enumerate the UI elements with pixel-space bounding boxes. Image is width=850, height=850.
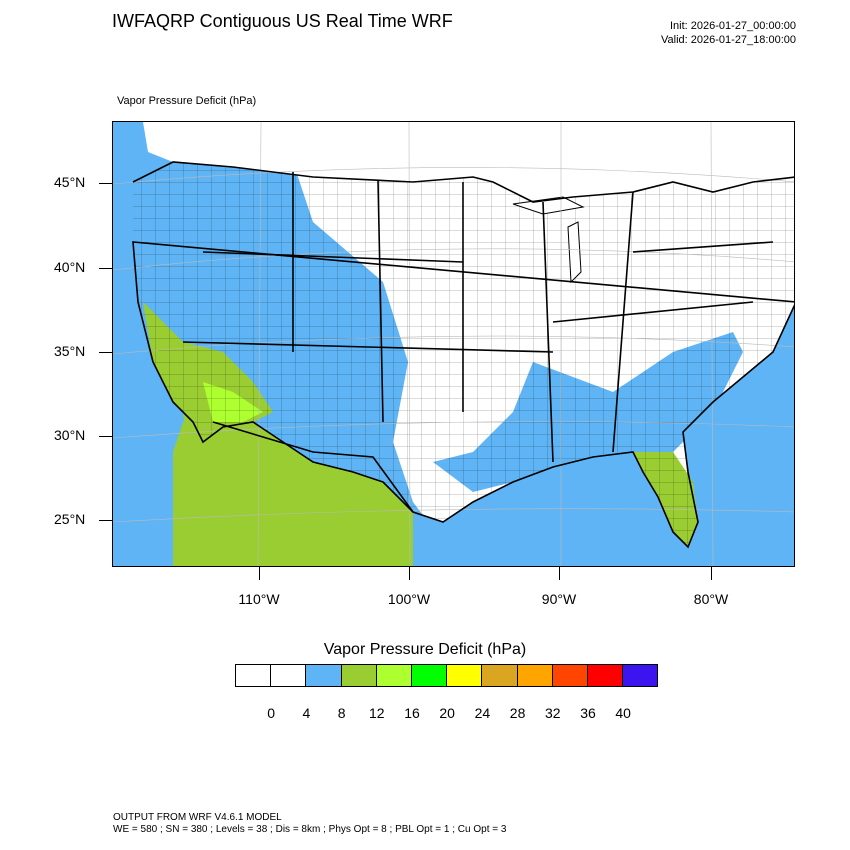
legend-tick-label: 0	[267, 705, 276, 721]
lat-label-45: 45°N	[54, 174, 86, 190]
state-border-5	[612, 191, 634, 453]
legend-swatch	[235, 664, 272, 687]
state-border-8	[552, 301, 754, 323]
state-border-9	[632, 241, 774, 253]
lon-tick	[559, 567, 560, 580]
legend-swatch	[375, 664, 412, 687]
map-panel	[112, 121, 795, 567]
lon-label-100: 100°W	[387, 591, 431, 607]
legend-swatch	[270, 664, 307, 687]
legend-swatch	[516, 664, 553, 687]
legend-swatch	[481, 664, 518, 687]
legend-tick-label: 8	[337, 705, 346, 721]
state-border-4	[542, 201, 554, 463]
legend-tick-label: 40	[615, 705, 631, 721]
lat-tick	[99, 352, 112, 353]
lake-michigan	[567, 221, 582, 284]
state-border-7	[182, 341, 554, 353]
us-coastline	[132, 161, 794, 549]
init-time: Init: 2026-01-27_00:00:00	[670, 20, 796, 32]
lat-label-40: 40°N	[54, 259, 86, 275]
graticule	[113, 122, 794, 566]
legend-tick-label: 24	[474, 705, 491, 721]
lon-label-90: 90°W	[541, 591, 577, 607]
lon-label-80: 80°W	[693, 591, 729, 607]
color-bar	[235, 664, 659, 687]
legend-swatch	[446, 664, 483, 687]
canada-land	[143, 122, 794, 202]
lat-tick	[99, 520, 112, 521]
lat-label-35: 35°N	[54, 343, 86, 359]
lat-tick	[99, 183, 112, 184]
legend-swatch	[586, 664, 624, 687]
field-label: Vapor Pressure Deficit (hPa)	[117, 95, 257, 107]
legend-swatch	[305, 664, 342, 687]
lat-tick	[99, 436, 112, 437]
lat-label-25: 25°N	[54, 511, 86, 527]
florida-grid	[633, 452, 698, 547]
lat-tick	[99, 268, 112, 269]
lon-label-110: 110°W	[238, 591, 280, 607]
map-svg	[113, 122, 794, 566]
chart-title: IWFAQRP Contiguous US Real Time WRF	[112, 11, 453, 31]
legend-tick-label: 12	[369, 705, 385, 721]
footer-model: OUTPUT FROM WRF V4.6.1 MODEL	[113, 812, 282, 823]
legend-swatch	[410, 664, 448, 687]
legend-tick-label: 36	[580, 705, 596, 721]
legend-swatch	[340, 664, 377, 687]
lat-label-30: 30°N	[54, 427, 86, 443]
legend-swatch	[622, 664, 659, 687]
lake-superior	[512, 196, 585, 215]
baja-land	[183, 412, 248, 552]
lon-tick	[409, 567, 410, 580]
state-border-6	[202, 251, 464, 263]
legend-tick-label: 28	[509, 705, 526, 721]
footer-config: WE = 580 ; SN = 380 ; Levels = 38 ; Dis …	[113, 824, 507, 835]
lon-tick	[259, 567, 260, 580]
legend-tick-label: 20	[439, 705, 455, 721]
lon-tick	[711, 567, 712, 580]
legend-swatch	[551, 664, 588, 687]
legend-tick-label: 32	[545, 705, 561, 721]
legend-title: Vapor Pressure Deficit (hPa)	[323, 641, 527, 658]
state-border-2	[377, 179, 384, 423]
valid-time: Valid: 2026-01-27_18:00:00	[661, 34, 796, 46]
legend-tick-label: 16	[404, 705, 420, 721]
legend-tick-label: 4	[302, 705, 311, 721]
mexico-border	[212, 421, 414, 513]
